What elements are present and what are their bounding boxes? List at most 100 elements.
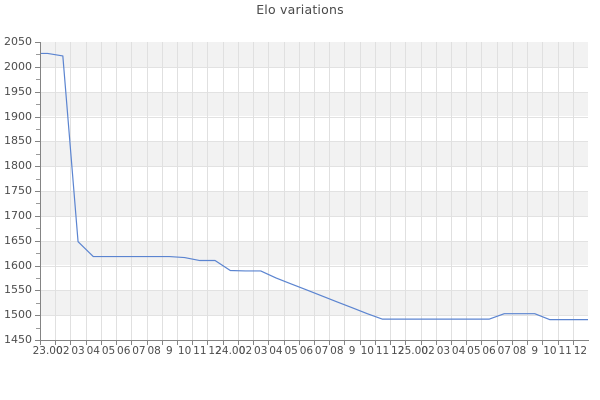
gridline-vertical [86,42,87,340]
x-tick-mark [344,341,345,345]
y-tick-minor [36,253,40,254]
x-tick-label: 05 [284,345,298,357]
x-tick-label: 07 [497,345,511,357]
x-tick-mark [436,341,437,345]
y-tick-label: 1700 [4,209,32,222]
x-tick-mark [284,341,285,345]
y-tick-minor [36,104,40,105]
x-tick-label: 9 [348,345,356,357]
x-tick-mark [40,341,41,345]
gridline-vertical [162,42,163,340]
x-tick-mark [253,341,254,345]
y-tick-label: 1450 [4,333,32,346]
gridline-vertical [405,42,406,340]
x-tick-label: 23.00 [32,345,63,357]
gridline-vertical [542,42,543,340]
x-tick-label: 9 [531,345,539,357]
gridline-vertical [344,42,345,340]
y-tick-mark [35,141,40,142]
x-tick-label: 05 [101,345,116,357]
x-tick-label: 11 [375,345,390,357]
y-tick-label: 1600 [4,259,32,272]
x-tick-label: 25.00 [397,345,428,357]
x-tick-mark [421,341,422,345]
gridline-vertical [223,42,224,340]
x-tick-mark [573,341,574,345]
gridline-vertical [375,42,376,340]
x-tick-label: 08 [330,345,344,357]
x-tick-label: 07 [132,345,146,357]
y-tick-mark [35,241,40,242]
x-tick-label: 02 [238,345,253,357]
x-tick-mark [329,341,330,345]
chart-title: Elo variations [256,2,344,17]
y-tick-label: 1800 [4,159,32,172]
x-tick-mark [223,341,224,345]
y-tick-label: 1500 [4,308,32,321]
plot-area [40,42,588,340]
gridline-vertical [466,42,467,340]
gridline-vertical [481,42,482,340]
gridline-vertical [55,42,56,340]
series-line-elo [40,52,588,321]
y-tick-mark [35,42,40,43]
x-tick-mark [162,341,163,345]
gridline-vertical [207,42,208,340]
gridline-vertical [299,42,300,340]
x-tick-label: 9 [166,345,173,357]
y-tick-label: 1550 [4,283,32,296]
x-tick-label: 10 [543,345,557,357]
elo-polyline [40,52,588,321]
y-tick-mark [35,315,40,316]
gridline-vertical [253,42,254,340]
x-tick-mark [207,341,208,345]
y-tick-mark [35,67,40,68]
gridline-vertical [131,42,132,340]
x-tick-label: 24.00 [215,345,246,357]
y-tick-minor [36,278,40,279]
x-tick-label: 02 [421,345,435,357]
y-tick-label: 1850 [4,134,32,147]
y-tick-minor [36,54,40,55]
x-tick-mark [177,341,178,345]
x-tick-mark [497,341,498,345]
x-tick-label: 08 [512,345,527,357]
y-tick-mark [35,191,40,192]
x-tick-label: 05 [467,345,481,357]
x-tick-label: 06 [299,345,314,357]
gridline-vertical [268,42,269,340]
y-tick-mark [35,216,40,217]
y-tick-minor [36,179,40,180]
gridline-vertical [558,42,559,340]
y-tick-label: 1950 [4,85,32,98]
y-tick-label: 1750 [4,184,32,197]
x-tick-label: 11 [193,345,207,357]
gridline-vertical [238,42,239,340]
x-tick-label: 08 [147,345,161,357]
x-tick-label: 03 [436,345,451,357]
x-tick-mark [131,341,132,345]
x-tick-label: 10 [177,345,192,357]
x-tick-mark [101,341,102,345]
y-axis-line [40,42,41,341]
x-tick-label: 06 [117,345,131,357]
x-axis-line [40,340,589,341]
y-tick-mark [35,166,40,167]
gridline-vertical [436,42,437,340]
gridline-vertical [497,42,498,340]
x-tick-label: 03 [254,345,268,357]
x-tick-label: 10 [360,345,374,357]
x-tick-mark [268,341,269,345]
gridline-vertical [451,42,452,340]
y-tick-label: 2000 [4,60,32,73]
gridline-vertical [177,42,178,340]
x-tick-label: 12 [573,345,588,357]
x-tick-label: 06 [482,345,496,357]
x-tick-label: 12 [208,345,222,357]
y-tick-minor [36,228,40,229]
gridline-vertical [512,42,513,340]
y-tick-label: 1900 [4,110,32,123]
x-tick-label: 04 [269,345,283,357]
x-tick-mark [481,341,482,345]
